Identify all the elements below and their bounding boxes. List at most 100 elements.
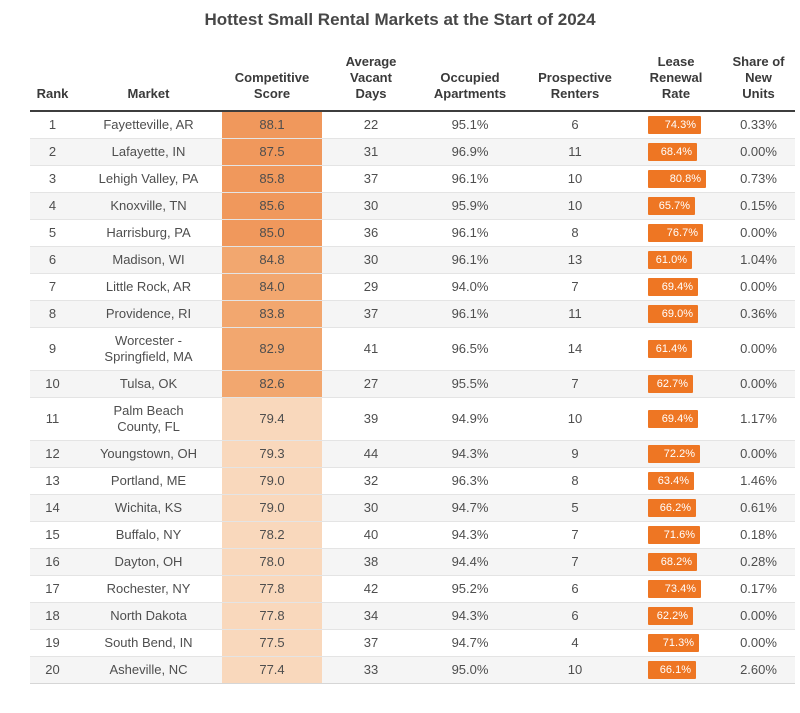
occupied-apartments-cell: 96.1% xyxy=(420,300,520,328)
table-body: 1 Fayetteville, AR 88.1 22 95.1% 6 74.3%… xyxy=(30,111,795,684)
market-label: Fayetteville, AR xyxy=(103,117,194,132)
lease-renewal-value: 71.3% xyxy=(662,636,694,649)
market-cell: Tulsa, OK xyxy=(75,370,222,398)
occupied-apartments-cell: 94.3% xyxy=(420,602,520,630)
rank-cell: 6 xyxy=(30,246,75,274)
prospective-renters-cell: 10 xyxy=(520,656,630,684)
occupied-apartments-cell: 96.9% xyxy=(420,138,520,166)
market-cell: Madison, WI xyxy=(75,246,222,274)
average-vacant-days-cell: 36 xyxy=(322,219,420,247)
average-vacant-days-cell: 39 xyxy=(322,397,420,441)
lease-renewal-rate-cell: 62.7% xyxy=(630,370,722,398)
competitive-score-cell: 82.9 xyxy=(222,327,322,371)
lease-renewal-rate-cell: 71.3% xyxy=(630,629,722,657)
share-of-new-units-cell: 0.61% xyxy=(722,494,795,522)
competitive-score-cell: 82.6 xyxy=(222,370,322,398)
lease-renewal-bar: 80.8% xyxy=(648,170,706,188)
share-of-new-units-cell: 1.04% xyxy=(722,246,795,274)
market-cell: Providence, RI xyxy=(75,300,222,328)
rank-cell: 15 xyxy=(30,521,75,549)
average-vacant-days-cell: 34 xyxy=(322,602,420,630)
rank-cell: 13 xyxy=(30,467,75,495)
occupied-apartments-cell: 94.9% xyxy=(420,397,520,441)
lease-renewal-bar: 61.0% xyxy=(648,251,692,269)
average-vacant-days-cell: 37 xyxy=(322,629,420,657)
market-label: Little Rock, AR xyxy=(105,279,192,294)
occupied-apartments-cell: 94.4% xyxy=(420,548,520,576)
average-vacant-days-cell: 41 xyxy=(322,327,420,371)
lease-renewal-value: 69.0% xyxy=(661,307,693,320)
occupied-apartments-cell: 95.1% xyxy=(451,117,489,132)
lease-renewal-bar: 68.4% xyxy=(648,143,697,161)
market-label: Madison, WI xyxy=(112,252,185,267)
market-label: Tulsa, OK xyxy=(119,376,178,391)
share-of-new-units-cell: 2.60% xyxy=(722,656,795,684)
lease-renewal-bar: 62.7% xyxy=(648,375,693,393)
occupied-apartments-cell: 96.5% xyxy=(420,327,520,371)
lease-renewal-rate-cell: 73.4% xyxy=(630,575,722,603)
lease-renewal-rate-cell: 61.0% xyxy=(630,246,722,274)
competitive-score-cell: 79.0 xyxy=(222,494,322,522)
column-header-share-of-new-units: Share of New Units xyxy=(722,54,795,112)
occupied-apartments-cell: 94.0% xyxy=(420,273,520,301)
competitive-score-cell: 77.5 xyxy=(222,629,322,657)
market-label: Harrisburg, PA xyxy=(106,225,191,240)
lease-renewal-value: 72.2% xyxy=(663,447,695,460)
share-of-new-units-cell: 1.17% xyxy=(722,397,795,441)
competitive-score-cell: 83.8 xyxy=(222,300,322,328)
occupied-apartments-cell: 95.9% xyxy=(420,192,520,220)
page-title: Hottest Small Rental Markets at the Star… xyxy=(204,10,596,29)
occupied-apartments-cell: 95.2% xyxy=(420,575,520,603)
share-of-new-units-cell: 0.00% xyxy=(722,273,795,301)
prospective-renters-cell: 6 xyxy=(520,602,630,630)
rank-cell: 7 xyxy=(30,273,75,301)
lease-renewal-value: 71.6% xyxy=(663,528,695,541)
average-vacant-days-cell: 38 xyxy=(322,548,420,576)
share-of-new-units-cell: 0.15% xyxy=(722,192,795,220)
market-label: Youngstown, OH xyxy=(99,446,198,461)
market-cell: Buffalo, NY xyxy=(75,521,222,549)
average-vacant-days-cell: 30 xyxy=(322,494,420,522)
share-of-new-units-cell: 1.46% xyxy=(722,467,795,495)
prospective-renters-cell: 7 xyxy=(520,370,630,398)
competitive-score-cell: 84.8 xyxy=(222,246,322,274)
table-row: 19 South Bend, IN 77.5 37 94.7% 4 71.3% … xyxy=(30,629,795,657)
competitive-score-cell: 78.0 xyxy=(222,548,322,576)
competitive-score-cell: 77.4 xyxy=(222,656,322,684)
table-row: 12 Youngstown, OH 79.3 44 94.3% 9 72.2% … xyxy=(30,440,795,468)
prospective-renters-cell: 4 xyxy=(520,629,630,657)
average-vacant-days-cell: 42 xyxy=(322,575,420,603)
market-label: Lafayette, IN xyxy=(111,144,186,159)
rank-cell: 4 xyxy=(30,192,75,220)
average-vacant-days-cell: 31 xyxy=(322,138,420,166)
occupied-apartments-cell: 95.0% xyxy=(420,656,520,684)
rank-cell: 16 xyxy=(30,548,75,576)
lease-renewal-value: 73.4% xyxy=(664,582,696,595)
average-vacant-days-cell: 27 xyxy=(322,370,420,398)
table-row: 10 Tulsa, OK 82.6 27 95.5% 7 62.7% 0.00% xyxy=(30,370,795,398)
market-cell: Worcester - Springfield, MA xyxy=(75,327,222,371)
rank-cell: 5 xyxy=(30,219,75,247)
rank-cell: 19 xyxy=(30,629,75,657)
table-row: 2 Lafayette, IN 87.5 31 96.9% 11 68.4% 0… xyxy=(30,138,795,166)
lease-renewal-bar: 69.4% xyxy=(648,410,698,428)
share-of-new-units-cell: 0.00% xyxy=(722,629,795,657)
prospective-renters-cell: 8 xyxy=(520,467,630,495)
lease-renewal-bar: 61.4% xyxy=(648,340,692,358)
market-cell: Little Rock, AR xyxy=(75,273,222,301)
table-row: 16 Dayton, OH 78.0 38 94.4% 7 68.2% 0.28… xyxy=(30,548,795,576)
lease-renewal-value: 76.7% xyxy=(666,226,698,239)
column-header-average-vacant-days: Average Vacant Days xyxy=(322,54,420,112)
prospective-renters-cell: 7 xyxy=(520,548,630,576)
market-cell: Asheville, NC xyxy=(75,656,222,684)
occupied-apartments-cell: 94.7% xyxy=(420,494,520,522)
share-of-new-units-cell: 0.73% xyxy=(722,165,795,193)
lease-renewal-rate-cell: 71.6% xyxy=(630,521,722,549)
competitive-score-cell: 84.0 xyxy=(222,273,322,301)
rank-cell: 9 xyxy=(30,327,75,371)
lease-renewal-bar: 66.2% xyxy=(648,499,696,517)
lease-renewal-rate-cell: 65.7% xyxy=(630,192,722,220)
rank-cell: 11 xyxy=(30,397,75,441)
average-vacant-days-cell: 37 xyxy=(322,300,420,328)
lease-renewal-bar: 62.2% xyxy=(648,607,693,625)
